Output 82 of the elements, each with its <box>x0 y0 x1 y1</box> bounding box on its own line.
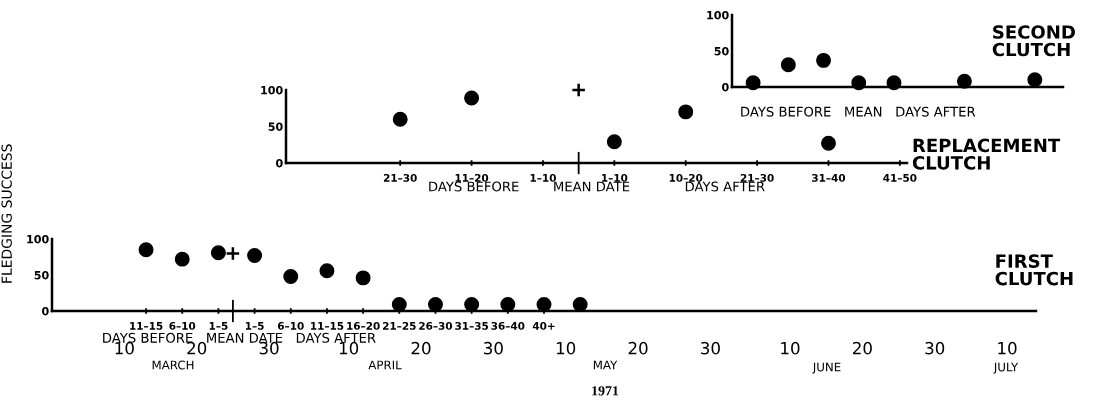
point <box>210 245 226 261</box>
x2-tick-label: 30 <box>925 341 945 355</box>
point <box>464 90 480 106</box>
x-tick-label: 6–10 <box>277 321 304 330</box>
text: 1971 <box>592 386 619 396</box>
text: SECOND CLUTCH <box>992 25 1075 57</box>
point <box>464 297 480 312</box>
x-tick-label: 26–30 <box>419 321 453 330</box>
x-tick-label: 11–15 <box>311 322 344 330</box>
x2-tick-label: 20 <box>852 341 872 355</box>
text: JULY <box>993 362 1019 374</box>
x-tick-label: 11–15 <box>130 322 163 330</box>
x-tick-label: 6–10 <box>169 321 196 330</box>
point <box>319 263 335 279</box>
y-tick-label: 100 <box>27 234 49 244</box>
x2-tick-label: 10 <box>998 341 1017 355</box>
y-tick-label: 50 <box>34 270 49 280</box>
point <box>355 270 371 286</box>
y-tick-label: 100 <box>261 85 283 95</box>
text: FIRST CLUTCH <box>995 254 1073 286</box>
x-tick-label: 1–10 <box>602 173 628 182</box>
x-tick-label: 1–10 <box>530 173 556 182</box>
point <box>391 297 407 312</box>
point <box>392 111 408 127</box>
point <box>572 297 588 312</box>
x-tick-label: 16–20 <box>347 321 380 330</box>
x2-tick-label: 10 <box>556 341 576 355</box>
x-tick-label: 21–25 <box>383 321 416 330</box>
text: JUNE <box>812 362 841 374</box>
x-tick-label: 21–30 <box>383 173 417 182</box>
text: MAY <box>593 360 618 370</box>
point <box>536 297 552 312</box>
point <box>821 135 836 151</box>
x-axis-title: DAYS BEFORE MEAN DAYS AFTER <box>741 106 976 117</box>
point <box>1027 72 1043 88</box>
y-tick-label: 100 <box>707 10 729 20</box>
point <box>816 52 832 68</box>
text: REPLACEMENT CLUTCH <box>912 138 1061 170</box>
point <box>606 134 622 150</box>
x2-tick-label: 30 <box>701 341 720 355</box>
point <box>138 242 154 258</box>
x-tick-label: 31–40 <box>812 173 846 182</box>
x2-tick-label: 10 <box>339 341 359 355</box>
point <box>886 75 902 91</box>
point <box>678 104 694 120</box>
x2-tick-label: 20 <box>187 341 207 355</box>
x-tick-label: 1–5 <box>245 322 264 330</box>
point <box>500 297 516 312</box>
point <box>571 82 587 98</box>
y-tick-label: 50 <box>268 122 283 131</box>
point <box>247 248 263 264</box>
x-tick-label: 36–40 <box>491 321 525 330</box>
point <box>428 297 443 312</box>
y-tick-label: 0 <box>276 158 283 168</box>
x-tick-label: 11–20 <box>455 173 489 182</box>
x2-tick-label: 30 <box>259 341 279 355</box>
y-tick-label: 0 <box>722 82 729 92</box>
x2-tick-label: 20 <box>628 341 648 355</box>
point <box>225 245 241 261</box>
x-tick-label: 41–50 <box>883 173 917 182</box>
point <box>780 57 796 73</box>
point <box>851 75 867 91</box>
point <box>956 73 972 89</box>
x-tick-label: 40+ <box>532 321 555 330</box>
x2-tick-label: 30 <box>484 341 503 355</box>
point <box>174 251 190 267</box>
x-tick-label: 1–5 <box>209 322 228 330</box>
x-axis-title: DAYS BEFORE MEAN DATE DAYS AFTER <box>103 332 376 343</box>
text: MARCH <box>152 360 194 370</box>
x2-tick-label: 10 <box>781 341 800 355</box>
x-tick-label: 21–30 <box>740 173 774 182</box>
x2-tick-label: 10 <box>115 341 134 355</box>
y-tick-label: 0 <box>42 306 49 316</box>
x-axis-title: DAYS BEFORE MEAN DATE DAYS AFTER <box>429 181 765 192</box>
text: APRIL <box>368 360 402 370</box>
point <box>283 268 299 284</box>
x2-tick-label: 20 <box>411 341 431 355</box>
x-tick-label: 10–20 <box>669 173 703 182</box>
y-axis-title: FLEDGING SUCCESS <box>1 144 12 283</box>
x-tick-label: 31–35 <box>455 321 489 330</box>
y-tick-label: 50 <box>714 46 729 56</box>
point <box>745 75 761 91</box>
